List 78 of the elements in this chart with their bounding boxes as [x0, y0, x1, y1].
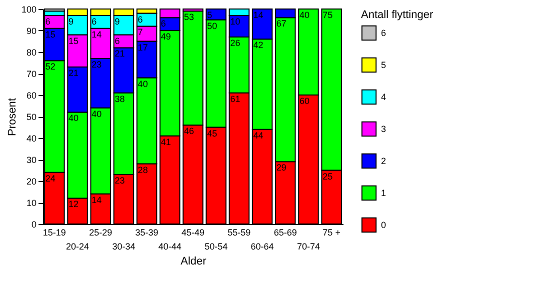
y-tick-label: 20	[26, 176, 36, 186]
y-tick-label: 30	[26, 155, 36, 165]
legend-label: 4	[381, 92, 386, 102]
x-tick-label: 20-24	[66, 242, 90, 252]
data-label: 40	[138, 78, 148, 89]
data-label: 40	[92, 108, 102, 119]
data-label: 5	[207, 10, 212, 20]
data-label: 6	[114, 36, 120, 46]
data-label: 75	[322, 10, 333, 20]
data-label: 21	[68, 68, 79, 78]
data-label: 53	[184, 12, 194, 22]
data-label: 24	[45, 173, 56, 184]
data-label: 23	[92, 59, 102, 70]
y-tick-label: 0	[31, 220, 36, 230]
data-label: 38	[114, 94, 125, 104]
x-tick-label: 70-74	[296, 242, 320, 252]
y-tick-label: 60	[26, 90, 36, 100]
x-tick-label: 60-64	[250, 242, 274, 252]
data-label: 6	[92, 16, 97, 26]
y-tick-label: 90	[26, 26, 36, 36]
data-label: 17	[138, 42, 148, 52]
x-tick-label: 65-69	[274, 228, 297, 238]
y-tick-label: 10	[26, 198, 36, 208]
data-label: 46	[184, 126, 194, 136]
data-label: 40	[68, 113, 79, 124]
data-label: 67	[276, 18, 286, 29]
data-label: 52	[45, 62, 56, 72]
y-tick-label: 40	[26, 134, 36, 144]
x-tick-label: 45-49	[181, 228, 205, 238]
legend-title: Antall flyttinger	[361, 9, 434, 21]
y-tick-label: 50	[26, 112, 36, 122]
y-tick-label: 80	[26, 48, 36, 58]
x-tick-label: 25-29	[89, 228, 112, 238]
x-tick-label: 50-54	[204, 242, 228, 252]
data-label: 49	[160, 32, 171, 42]
data-label: 6	[45, 16, 50, 26]
legend-label: 1	[381, 188, 386, 198]
data-label: 15	[45, 29, 56, 40]
data-label: 14	[92, 29, 102, 40]
data-label: 40	[299, 10, 310, 20]
x-tick-label: 55-59	[228, 228, 251, 238]
x-tick-label: 75 +	[322, 228, 340, 238]
data-label: 15	[68, 36, 79, 46]
legend-label: 6	[381, 28, 386, 38]
x-axis-title: Alder	[180, 256, 207, 268]
data-label: 14	[92, 194, 102, 205]
data-label: 23	[114, 176, 125, 186]
data-label: 7	[138, 27, 143, 38]
legend-label: 2	[381, 156, 386, 166]
x-tick-label: 30-34	[112, 242, 136, 252]
x-tick-label: 15-19	[42, 228, 66, 238]
y-tick-label: 70	[26, 69, 36, 79]
legend-label: 3	[381, 124, 386, 134]
data-label: 44	[253, 130, 264, 140]
data-label: 26	[230, 38, 240, 48]
y-tick-label: 100	[21, 4, 36, 14]
x-tick-label: 40-44	[158, 242, 182, 252]
data-label: 50	[207, 20, 218, 31]
data-label: 29	[276, 162, 286, 173]
data-label: 12	[68, 199, 79, 210]
y-axis-title: Prosent	[6, 98, 18, 136]
data-label: 14	[253, 10, 264, 20]
data-label: 21	[114, 48, 125, 59]
data-label: 42	[253, 40, 264, 50]
data-label: 41	[160, 136, 171, 147]
data-label: 6	[160, 18, 166, 29]
data-label: 25	[322, 171, 333, 182]
data-label: 45	[207, 128, 218, 138]
legend-label: 5	[381, 60, 386, 70]
data-label: 61	[230, 94, 240, 104]
data-label: 9	[68, 16, 74, 26]
data-label: 6	[138, 14, 143, 24]
data-label: 9	[114, 16, 120, 26]
data-label: 10	[230, 16, 240, 26]
data-label: 28	[138, 164, 148, 175]
data-label: 60	[299, 96, 310, 106]
x-tick-label: 35-39	[135, 228, 158, 238]
legend-label: 0	[381, 220, 386, 230]
